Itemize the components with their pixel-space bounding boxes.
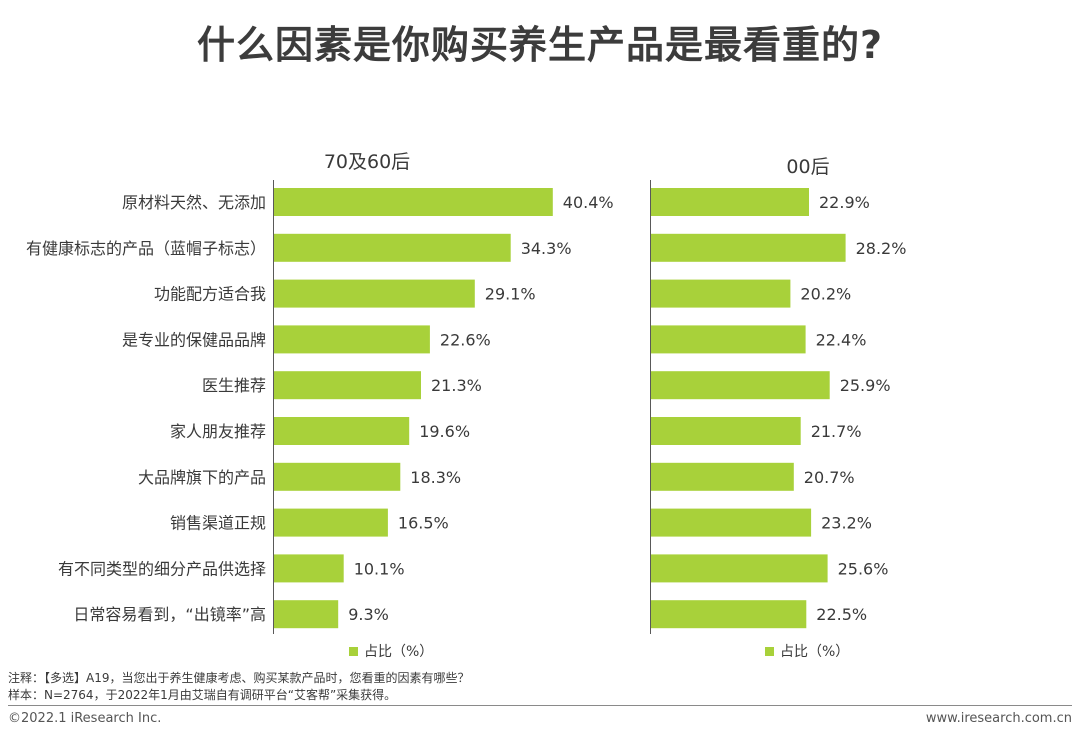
category-label-3: 是专业的保健品品牌 [122,330,266,349]
survey-note: 注释：【多选】A19，当您出于养生健康考虑、购买某款产品时，您看重的因素有哪些？ [8,671,470,685]
bar-00-9 [651,600,807,629]
category-label-4: 医生推荐 [202,376,266,395]
bar-00-4 [651,371,830,400]
panel-title-00: 00后 [786,156,829,178]
bar-70-60-8 [274,554,344,583]
category-label-6: 大品牌旗下的产品 [138,468,266,487]
bar-70-60-7 [274,508,388,537]
value-label-70-60-9: 9.3% [348,605,389,624]
value-label-70-60-4: 21.3% [431,376,482,395]
legend-label: 占比（%） [364,644,434,660]
bar-70-60-2 [274,279,475,308]
value-label-70-60-0: 40.4% [563,193,614,212]
value-label-70-60-5: 19.6% [419,422,470,441]
bar-70-60-4 [274,371,421,400]
category-label-0: 原材料天然、无添加 [122,193,266,212]
value-label-00-5: 21.7% [811,422,862,441]
category-label-2: 功能配方适合我 [154,285,266,304]
bar-00-0 [651,188,809,216]
bars-70-60: 40.4% 34.3% 29.1% 22.6% 21.3% 19.6% 18.3% 16.5%… [274,188,614,629]
bar-00-6 [651,462,794,491]
bars-00: 22.9% 28.2% 20.2% 22.4% 25.9% 21.7% 20.7% 23.2%… [651,188,907,629]
legend-swatch [765,646,774,656]
footer-divider [8,705,1072,706]
value-label-00-7: 23.2% [821,514,872,533]
value-label-70-60-3: 22.6% [440,330,491,349]
bar-70-60-5 [274,417,410,445]
category-label-5: 家人朋友推荐 [170,422,266,441]
bar-chart-panels: 70及60后 00后 40.4% 34.3% 29.1% 22.6% 21.3% 19.6… [26,151,907,634]
value-label-00-8: 25.6% [838,559,889,578]
value-label-00-4: 25.9% [840,376,891,395]
category-label-9: 日常容易看到，“出镜率”高 [73,605,266,624]
panel-title-70-60: 70及60后 [324,151,410,173]
bar-00-1 [651,233,846,262]
bar-70-60-1 [274,233,511,262]
bar-00-5 [651,417,801,445]
value-label-70-60-8: 10.1% [354,559,405,578]
value-label-00-0: 22.9% [819,193,870,212]
bar-70-60-9 [274,600,339,629]
category-label-8: 有不同类型的细分产品供选择 [58,559,266,578]
legend-swatch [349,646,358,656]
value-label-70-60-6: 18.3% [410,468,461,487]
value-label-00-1: 28.2% [856,239,907,258]
value-label-00-3: 22.4% [816,330,867,349]
bar-70-60-6 [274,462,401,491]
copyright: ©2022.1 iResearch Inc. [8,711,162,726]
value-label-00-2: 20.2% [800,285,851,304]
value-label-70-60-1: 34.3% [521,239,572,258]
bar-00-3 [651,325,806,354]
legend-70-60: 占比（%） [349,641,433,661]
legend-label: 占比（%） [780,644,850,660]
sample-note: 样本：N=2764，于2022年1月由艾瑞自有调研平台“艾客帮”采集获得。 [8,688,397,702]
bar-70-60-3 [274,325,430,354]
bar-70-60-0 [274,188,553,216]
bar-00-7 [651,508,812,537]
page-title: 什么因素是你购买养生产品是最看重的? [196,23,884,67]
value-label-00-9: 22.5% [816,605,867,624]
value-label-00-6: 20.7% [804,468,855,487]
website: www.iresearch.com.cn [925,711,1072,726]
category-label-1: 有健康标志的产品（蓝帽子标志） [26,239,266,258]
bar-00-8 [651,554,828,583]
bar-00-2 [651,279,791,308]
value-label-70-60-7: 16.5% [398,514,449,533]
category-label-7: 销售渠道正规 [170,514,266,533]
value-label-70-60-2: 29.1% [485,285,536,304]
legend-00: 占比（%） [765,641,849,661]
